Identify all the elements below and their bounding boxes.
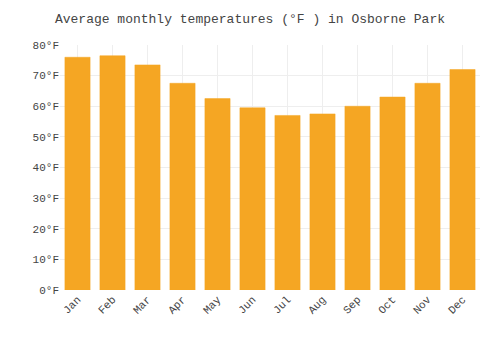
svg-text:May: May	[201, 294, 224, 317]
svg-text:10°F: 10°F	[33, 254, 59, 266]
svg-text:Sep: Sep	[341, 294, 363, 316]
svg-text:Jun: Jun	[236, 294, 258, 316]
svg-text:60°F: 60°F	[33, 101, 59, 113]
svg-text:Feb: Feb	[96, 294, 118, 316]
svg-text:40°F: 40°F	[33, 162, 59, 174]
svg-text:Mar: Mar	[131, 294, 153, 316]
svg-text:30°F: 30°F	[33, 193, 59, 205]
svg-text:Jul: Jul	[271, 294, 293, 316]
svg-text:Oct: Oct	[376, 294, 398, 316]
svg-text:Apr: Apr	[166, 294, 188, 316]
svg-text:Jan: Jan	[61, 294, 83, 316]
svg-text:70°F: 70°F	[33, 70, 59, 82]
svg-text:20°F: 20°F	[33, 224, 59, 236]
svg-text:50°F: 50°F	[33, 132, 59, 144]
svg-text:80°F: 80°F	[33, 40, 59, 52]
svg-text:Average monthly temperatures (: Average monthly temperatures (°F ) in Os…	[55, 12, 445, 27]
svg-text:Dec: Dec	[446, 294, 468, 316]
svg-text:Aug: Aug	[306, 294, 328, 316]
svg-text:Nov: Nov	[411, 294, 434, 317]
svg-text:0°F: 0°F	[39, 285, 59, 297]
